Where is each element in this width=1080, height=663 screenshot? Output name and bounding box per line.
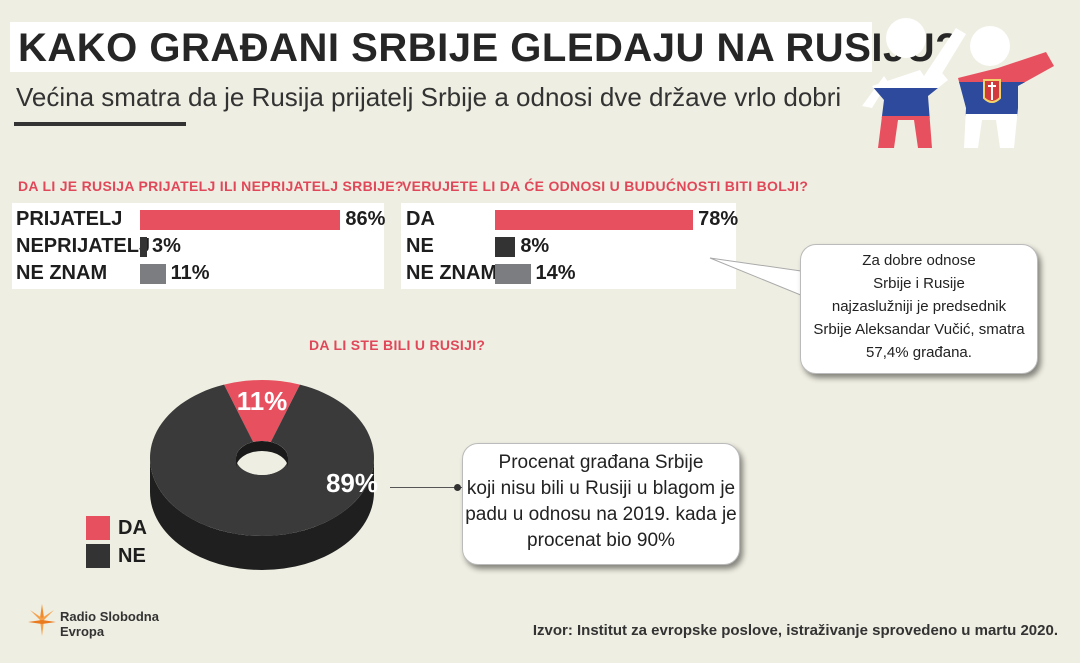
bar — [140, 264, 166, 284]
legend-label-da: DA — [118, 517, 147, 539]
bar-value-label: 3% — [151, 235, 181, 257]
callout-line: koji nisu bili u Rusiji u blagom je — [466, 478, 736, 499]
q3-donut-chart: 11% 89% — [150, 380, 378, 570]
source-note: Izvor: Institut za evropske poslove, ist… — [532, 622, 1058, 639]
donut-slice-ne — [150, 384, 374, 536]
logo-line: Evropa — [60, 624, 105, 639]
bar-category-label: NE ZNAM — [16, 262, 108, 284]
left-figure-head — [886, 18, 926, 58]
callout-line: Procenat građana Srbije — [498, 452, 704, 473]
bar — [495, 264, 531, 284]
rse-logo-icon — [28, 604, 56, 636]
page-title: KAKO GRAĐANI SRBIJE GLEDAJU NA RUSIJU? — [18, 26, 961, 70]
donut-side — [150, 458, 374, 570]
bar-value-label: 14% — [535, 262, 576, 284]
connector-line — [390, 487, 462, 488]
bar — [495, 210, 694, 230]
callout-line: 57,4% građana. — [866, 344, 972, 361]
vucic-callout: Za dobre odnose Srbije i Rusije najzaslu… — [800, 244, 1038, 374]
bar-value-label: 86% — [345, 208, 386, 230]
bar-value-label: 11% — [170, 262, 210, 284]
legend-label-ne: NE — [118, 545, 146, 567]
donut-hole-inner-wall — [236, 441, 288, 468]
bar — [495, 237, 516, 257]
pie-note-callout: Procenat građana Srbije koji nisu bili u… — [462, 443, 740, 565]
bar-category-label: DA — [406, 208, 435, 230]
legend-swatch-da — [86, 516, 110, 540]
legend-swatch-ne — [86, 544, 110, 568]
bar-category-label: PRIJATELJ — [16, 208, 123, 230]
callout-pointer — [709, 257, 809, 299]
connector-dot — [454, 484, 461, 491]
bar-category-label: NEPRIJATELJ — [16, 235, 151, 257]
callout-line: procenat bio 90% — [527, 530, 675, 551]
title-background — [10, 22, 872, 72]
friends-illustration — [862, 18, 1054, 148]
q1-title: DA LI JE RUSIJA PRIJATELJ ILI NEPRIJATEL… — [18, 178, 404, 194]
donut-slice-label: 89% — [326, 468, 378, 498]
bar-category-label: NE — [406, 235, 434, 257]
callout-line: Srbije Aleksandar Vučić, smatra — [813, 321, 1025, 338]
serbian-coat-of-arms-icon — [983, 79, 1001, 103]
bar — [140, 210, 341, 230]
callout-line: Srbije i Rusije — [873, 275, 965, 292]
donut-slice-da — [224, 380, 300, 443]
callout-line: najzaslužniji je predsednik — [831, 298, 1007, 315]
bar-value-label: 78% — [698, 208, 739, 230]
page-subtitle: Većina smatra da je Rusija prijatelj Srb… — [16, 82, 842, 112]
q2-title: VERUJETE LI DA ĆE ODNOSI U BUDUĆNOSTI BI… — [402, 178, 809, 194]
bar-value-label: 8% — [520, 235, 550, 257]
right-figure-head — [970, 26, 1010, 66]
subtitle-underline — [14, 122, 186, 126]
donut-slice-label: 11% — [237, 386, 288, 416]
rse-logo-text: Radio Slobodna Evropa — [60, 609, 159, 639]
bar — [140, 237, 147, 257]
logo-line: Radio Slobodna — [60, 609, 159, 624]
bar-category-label: NE ZNAM — [406, 262, 498, 284]
q3-title: DA LI STE BILI U RUSIJI? — [309, 337, 486, 353]
callout-line: padu u odnosu na 2019. kada je — [465, 504, 737, 525]
callout-line: Za dobre odnose — [862, 252, 976, 269]
